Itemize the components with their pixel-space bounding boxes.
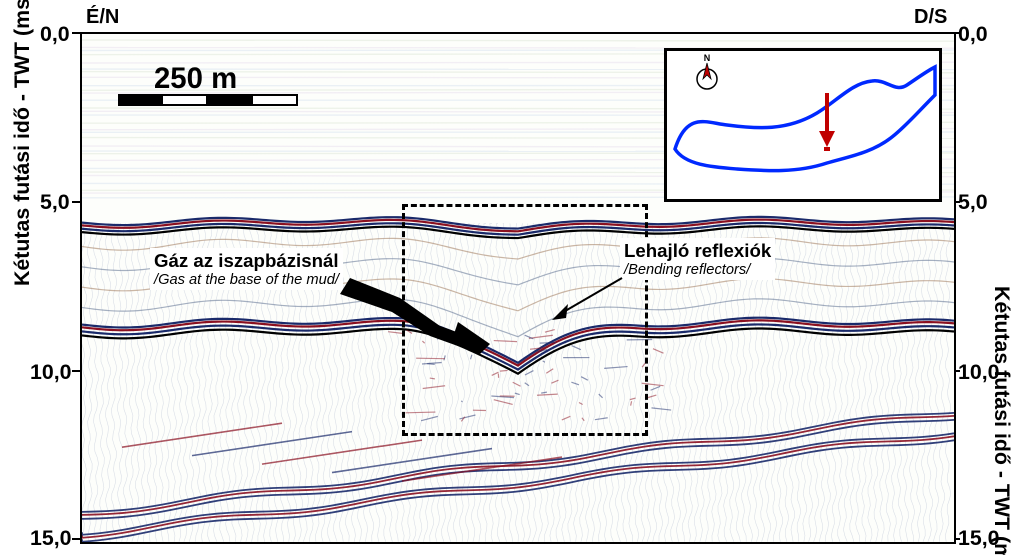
- ytick-right-0: 0,0: [958, 22, 988, 47]
- annotation-gas-subtitle: /Gas at the base of the mud/: [154, 272, 339, 288]
- tickmark: [72, 201, 80, 203]
- ytick-left-3: 15,0: [30, 526, 72, 551]
- annotation-gas: Gáz az iszapbázisnál /Gas at the base of…: [150, 248, 343, 290]
- scale-seg: [118, 94, 163, 106]
- y-axis-label-right: Kétutas futási idő - TWT (ms): [989, 286, 1014, 555]
- scale-seg: [163, 94, 208, 106]
- inset-map-svg: N: [667, 51, 939, 199]
- lake-outline: [675, 67, 935, 171]
- seismic-figure: Kétutas futási idő - TWT (ms) Kétutas fu…: [0, 0, 1024, 555]
- bending-arrow-icon: [548, 274, 628, 324]
- inset-map: N: [664, 48, 942, 202]
- y-axis-label-right-text: Kétutas futási idő - TWT (ms): [990, 286, 1014, 555]
- ytick-right-3: 15,0: [958, 526, 1000, 551]
- ytick-left-2: 10,0: [30, 360, 72, 385]
- scale-seg: [208, 94, 253, 106]
- scale-seg: [253, 94, 298, 106]
- y-axis-label-left-text: Kétutas futási idő - TWT (ms): [10, 0, 34, 286]
- scale-bar-label: 250 m: [154, 62, 237, 96]
- top-right-direction-label: D/S: [914, 6, 947, 29]
- ytick-left-1: 5,0: [40, 190, 70, 215]
- compass-icon: N: [697, 53, 717, 89]
- annotation-bending-title: Lehajló reflexiók: [624, 240, 771, 262]
- y-axis-label-left: Kétutas futási idő - TWT (ms): [10, 0, 35, 286]
- top-left-direction-label: É/N: [86, 6, 119, 29]
- annotation-bending-subtitle: /Bending reflectors/: [624, 262, 771, 278]
- gas-arrow-icon: [340, 278, 500, 358]
- tickmark: [72, 32, 80, 34]
- compass-n-label: N: [704, 53, 711, 63]
- tickmark: [72, 370, 80, 372]
- annotation-bending: Lehajló reflexiók /Bending reflectors/: [620, 238, 775, 280]
- ytick-right-2: 10,0: [958, 360, 1000, 385]
- scale-bar: [118, 94, 298, 106]
- annotation-gas-title: Gáz az iszapbázisnál: [154, 250, 339, 272]
- tickmark: [72, 538, 80, 540]
- ytick-right-1: 5,0: [958, 190, 988, 215]
- ytick-left-0: 0,0: [40, 22, 70, 47]
